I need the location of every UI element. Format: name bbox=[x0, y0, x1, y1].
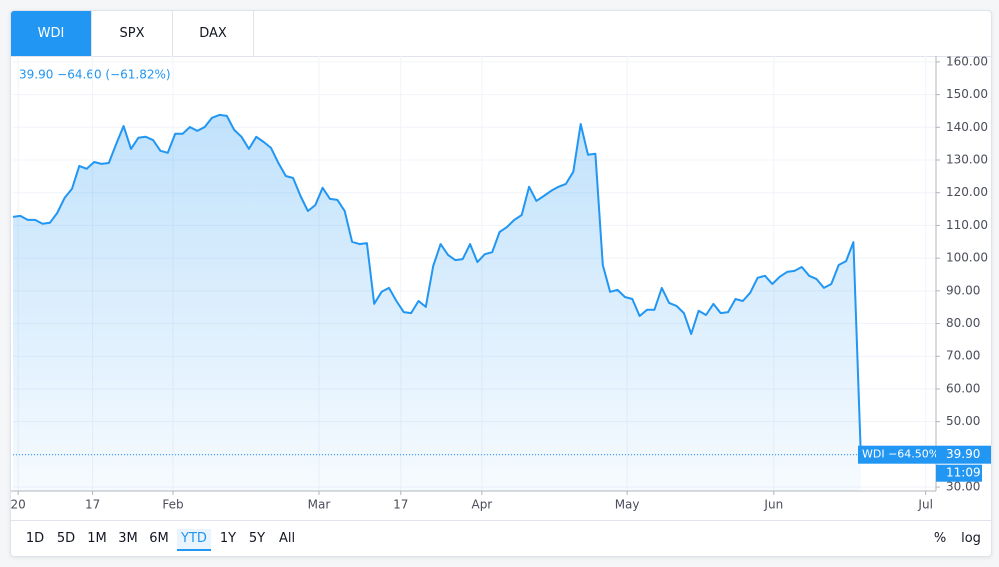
y-tick-label: 80.00 bbox=[946, 316, 980, 330]
y-tick-label: 140.00 bbox=[946, 120, 988, 134]
range-button[interactable]: 1D bbox=[25, 531, 45, 546]
y-tick-label: 100.00 bbox=[946, 251, 988, 265]
series-name: WDI bbox=[862, 448, 885, 461]
x-tick-label: 20 bbox=[11, 498, 26, 512]
x-tick-label: Feb bbox=[162, 498, 183, 512]
range-button[interactable]: 1M bbox=[87, 531, 107, 546]
y-tick-label: 90.00 bbox=[946, 283, 980, 297]
change-label: −64.50% bbox=[888, 448, 939, 461]
range-button[interactable]: 1Y bbox=[219, 531, 237, 546]
symbol-tab[interactable]: SPX bbox=[92, 11, 173, 56]
y-tick-label: 130.00 bbox=[946, 153, 988, 167]
series-tag-bg bbox=[858, 445, 936, 464]
price-line bbox=[12, 113, 862, 455]
price-label-bg bbox=[936, 445, 991, 464]
range-button[interactable]: 3M bbox=[118, 531, 138, 546]
range-button[interactable]: YTD bbox=[177, 529, 211, 551]
x-tick-label: Jul bbox=[917, 498, 932, 512]
y-tick-label: 160.00 bbox=[946, 54, 988, 68]
toolbar: 1D 5D 1M 3M 6M YTD 1Y 5Y All% log bbox=[11, 520, 991, 556]
x-tick-label: Apr bbox=[471, 498, 492, 512]
x-tick-label: 17 bbox=[393, 498, 408, 512]
legend-text: 39.90 −64.60 (−61.82%) bbox=[19, 68, 171, 82]
range-button[interactable]: All bbox=[278, 531, 296, 546]
y-tick-label: 50.00 bbox=[946, 414, 980, 428]
y-tick-label: 120.00 bbox=[946, 185, 988, 199]
countdown: 11:09 bbox=[946, 466, 981, 480]
price-label: 39.90 bbox=[946, 447, 980, 461]
range-button[interactable]: 6M bbox=[149, 531, 169, 546]
y-tick-label: 110.00 bbox=[946, 218, 988, 232]
chart: 39.90 −64.60 (−61.82%) 30.0040.0050.0060… bbox=[11, 54, 991, 512]
series-tag: WDI −64.50% bbox=[862, 448, 939, 461]
area-fill bbox=[13, 114, 861, 492]
tab-bar: WDI SPX DAX bbox=[11, 11, 991, 57]
symbol-tab[interactable]: DAX bbox=[173, 11, 254, 56]
y-tick-label: 60.00 bbox=[946, 381, 980, 395]
x-tick-label: May bbox=[615, 498, 640, 512]
range-button[interactable]: 5Y bbox=[248, 531, 266, 546]
y-tick-label: 150.00 bbox=[946, 87, 988, 101]
x-tick-label: Jun bbox=[763, 498, 783, 512]
x-tick-label: 17 bbox=[85, 498, 100, 512]
y-tick-label: 70.00 bbox=[946, 349, 980, 363]
scale-button[interactable]: log bbox=[961, 531, 981, 546]
y-tick-label: 30.00 bbox=[946, 480, 980, 494]
scale-button[interactable]: % bbox=[933, 531, 947, 546]
x-tick-label: Mar bbox=[308, 498, 331, 512]
range-button[interactable]: 5D bbox=[56, 531, 76, 546]
countdown-bg bbox=[936, 464, 982, 482]
symbol-tab[interactable]: WDI bbox=[11, 11, 92, 56]
